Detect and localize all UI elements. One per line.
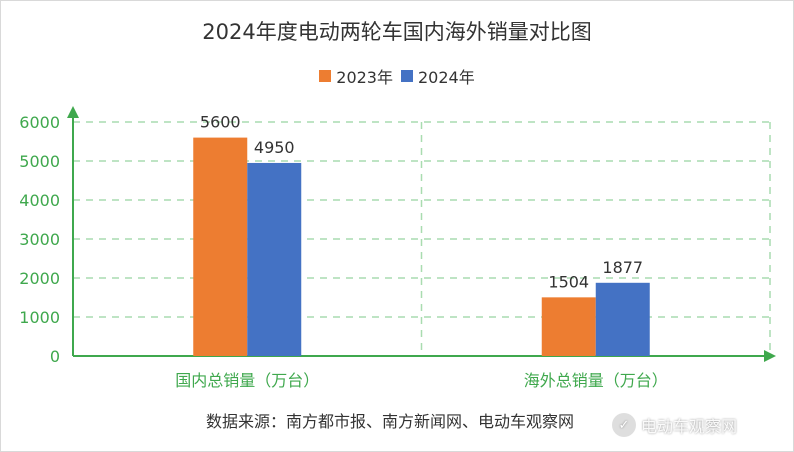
y-tick-label-1000: 1000 <box>19 308 60 327</box>
legend-item-2024: 2024年 <box>401 64 475 88</box>
watermark: ✓ 电动车观察网 <box>612 413 737 437</box>
data-label-2024-domestic: 4950 <box>254 138 295 157</box>
y-tick-label-4000: 4000 <box>19 191 60 210</box>
x-category-label-domestic: 国内总销量（万台） <box>175 371 319 390</box>
legend-label-2024: 2024年 <box>418 68 475 87</box>
bar-2024-domestic <box>247 162 302 356</box>
data-label-2023-domestic: 5600 <box>200 113 241 132</box>
legend: 2023年 2024年 <box>0 64 794 88</box>
data-source-note: 数据来源：南方都市报、南方新闻网、电动车观察网 <box>206 412 575 431</box>
x-category-label-overseas: 海外总销量（万台） <box>524 371 668 390</box>
y-tick-label-6000: 6000 <box>19 113 60 132</box>
y-axis-arrow-icon <box>67 106 79 118</box>
bar-2023-domestic <box>193 137 248 356</box>
chart-title: 2024年度电动两轮车国内海外销量对比图 <box>202 20 592 44</box>
legend-item-2023: 2023年 <box>319 64 393 88</box>
bar-2023-overseas <box>541 297 596 356</box>
data-label-2024-overseas: 1877 <box>602 258 643 277</box>
y-tick-label-0: 0 <box>50 347 60 366</box>
x-axis-arrow-icon <box>764 350 776 362</box>
y-tick-label-3000: 3000 <box>19 230 60 249</box>
legend-swatch-2023 <box>319 70 332 82</box>
y-tick-label-5000: 5000 <box>19 152 60 171</box>
legend-swatch-2024 <box>401 70 413 82</box>
watermark-text: 电动车观察网 <box>641 417 738 436</box>
y-tick-label-2000: 2000 <box>19 269 60 288</box>
watermark-logo-icon: ✓ <box>612 413 636 437</box>
data-label-2023-overseas: 1504 <box>548 272 589 291</box>
legend-label-2023: 2023年 <box>336 68 393 87</box>
bar-2024-overseas <box>595 282 650 356</box>
